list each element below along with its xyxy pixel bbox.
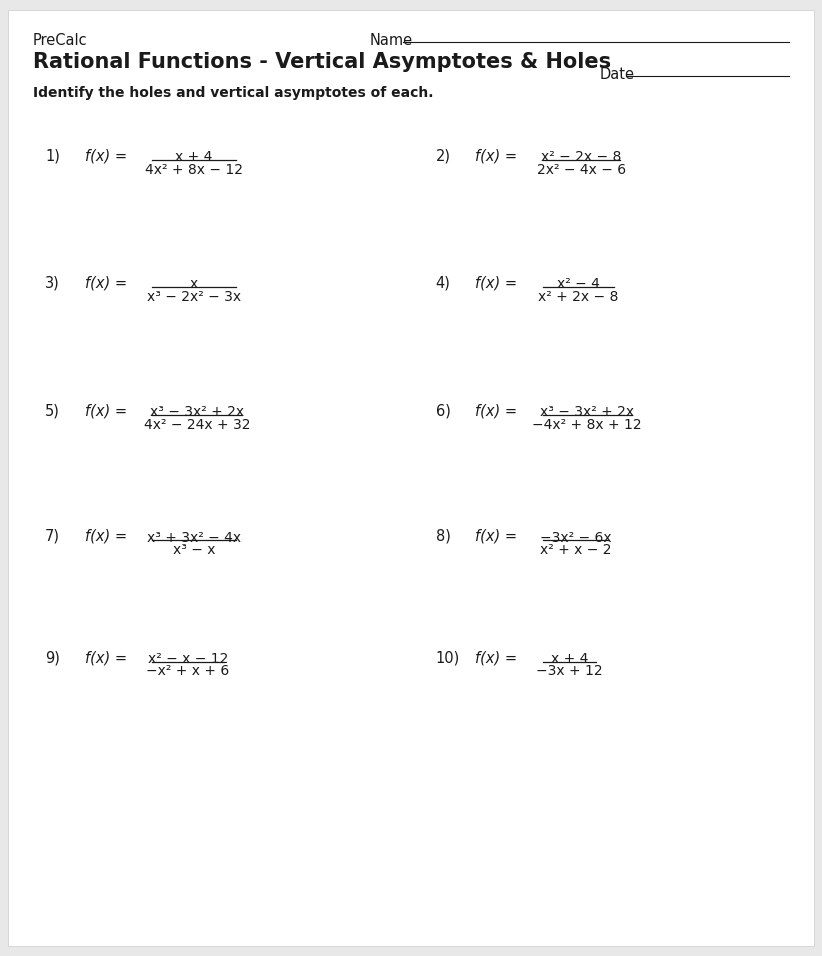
Text: x² − 2x − 8: x² − 2x − 8 — [541, 150, 621, 164]
Text: Identify the holes and vertical asymptotes of each.: Identify the holes and vertical asymptot… — [33, 86, 433, 100]
Text: x³ − 3x² + 2x: x³ − 3x² + 2x — [150, 405, 244, 420]
Text: −3x + 12: −3x + 12 — [536, 664, 603, 679]
Text: x + 4: x + 4 — [551, 652, 589, 666]
Text: x² − x − 12: x² − x − 12 — [148, 652, 228, 666]
Text: 2x² − 4x − 6: 2x² − 4x − 6 — [537, 163, 626, 177]
Text: 5): 5) — [45, 403, 60, 419]
Text: f(x) =: f(x) = — [85, 403, 127, 419]
Text: 4x² − 24x + 32: 4x² − 24x + 32 — [144, 418, 250, 432]
Text: x³ + 3x² − 4x: x³ + 3x² − 4x — [147, 531, 241, 545]
Text: x³ − x: x³ − x — [173, 543, 215, 557]
Text: 7): 7) — [45, 529, 60, 544]
Text: 4x² + 8x − 12: 4x² + 8x − 12 — [145, 163, 242, 177]
Text: 9): 9) — [45, 650, 60, 665]
Text: 4): 4) — [436, 275, 450, 291]
Text: 6): 6) — [436, 403, 450, 419]
Text: 8): 8) — [436, 529, 450, 544]
Text: f(x) =: f(x) = — [475, 529, 517, 544]
Text: f(x) =: f(x) = — [85, 650, 127, 665]
Text: Rational Functions - Vertical Asymptotes & Holes: Rational Functions - Vertical Asymptotes… — [33, 52, 611, 72]
Text: x³ − 3x² + 2x: x³ − 3x² + 2x — [540, 405, 635, 420]
Text: 1): 1) — [45, 148, 60, 163]
Text: Name: Name — [370, 33, 413, 49]
Text: Date: Date — [600, 67, 635, 82]
Text: x² − 4: x² − 4 — [557, 277, 600, 292]
Text: PreCalc: PreCalc — [33, 33, 87, 49]
Text: 10): 10) — [436, 650, 460, 665]
Text: f(x) =: f(x) = — [85, 148, 127, 163]
Text: f(x) =: f(x) = — [475, 650, 517, 665]
Text: f(x) =: f(x) = — [85, 275, 127, 291]
Text: −4x² + 8x + 12: −4x² + 8x + 12 — [533, 418, 642, 432]
Text: x: x — [190, 277, 198, 292]
Text: 3): 3) — [45, 275, 60, 291]
Text: −x² + x + 6: −x² + x + 6 — [146, 664, 229, 679]
Text: x² + 2x − 8: x² + 2x − 8 — [538, 290, 618, 304]
Text: f(x) =: f(x) = — [85, 529, 127, 544]
Text: x + 4: x + 4 — [175, 150, 213, 164]
Text: x³ − 2x² − 3x: x³ − 2x² − 3x — [147, 290, 241, 304]
Text: −3x² − 6x: −3x² − 6x — [539, 531, 612, 545]
Text: 2): 2) — [436, 148, 450, 163]
Text: f(x) =: f(x) = — [475, 403, 517, 419]
Text: f(x) =: f(x) = — [475, 148, 517, 163]
Text: f(x) =: f(x) = — [475, 275, 517, 291]
Text: x² + x − 2: x² + x − 2 — [540, 543, 611, 557]
